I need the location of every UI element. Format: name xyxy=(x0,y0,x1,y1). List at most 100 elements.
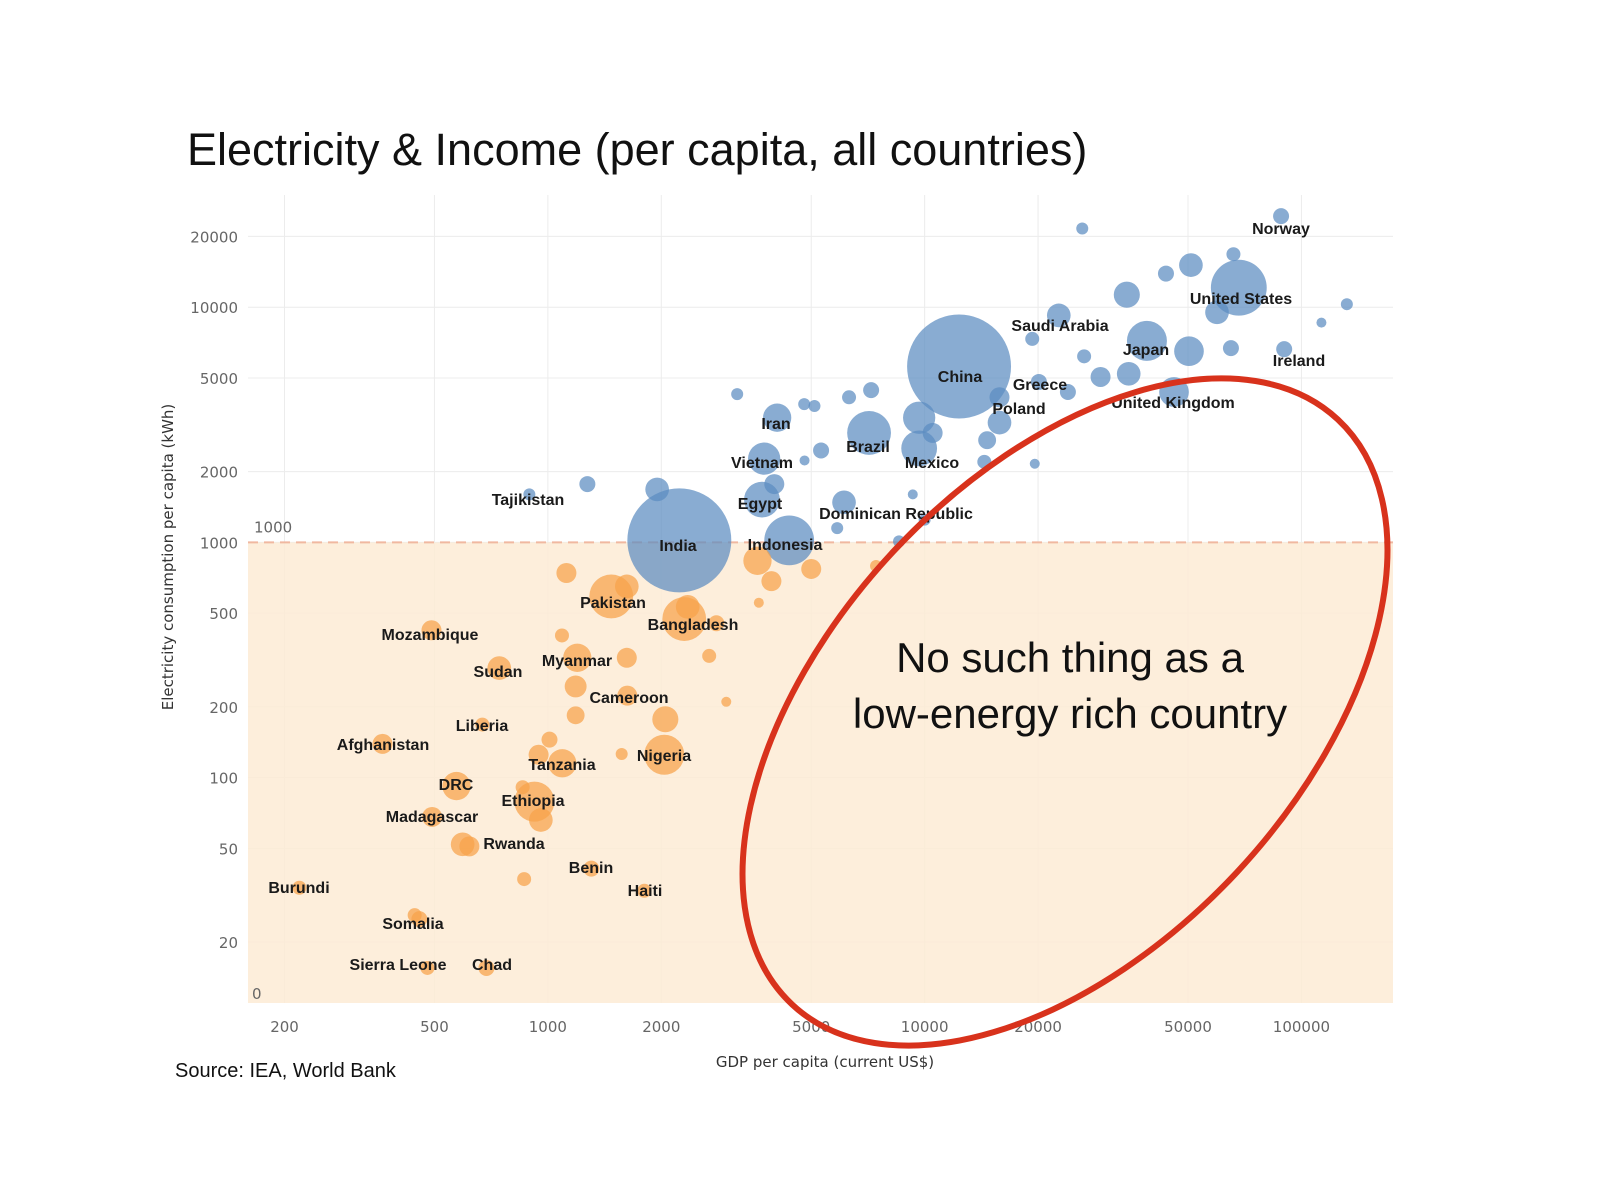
reference-line-label: 1000 xyxy=(254,518,292,536)
y-tick-label: 100 xyxy=(209,770,238,788)
country-label: Mexico xyxy=(905,455,959,472)
country-label: DRC xyxy=(439,777,474,794)
bubble-indonesia xyxy=(764,515,815,566)
bubble xyxy=(1029,458,1040,469)
country-label: Pakistan xyxy=(580,595,646,612)
bubble-greece xyxy=(1030,373,1047,390)
bubble xyxy=(579,476,596,493)
x-tick-label: 1000 xyxy=(529,1018,567,1036)
country-label: United Kingdom xyxy=(1111,395,1235,412)
x-tick-label: 200 xyxy=(270,1018,299,1036)
country-label: China xyxy=(938,369,983,386)
bubble xyxy=(614,574,639,599)
bubble-burundi xyxy=(292,880,307,895)
country-labels: India China United States Norway Ireland Japa… xyxy=(268,221,1325,974)
bubble-drc xyxy=(442,771,471,801)
bubble-mozambique xyxy=(421,620,442,641)
bubble xyxy=(813,442,830,459)
x-tick-label: 10000 xyxy=(901,1018,949,1036)
bubble xyxy=(987,410,1012,435)
bubble-chad xyxy=(478,959,495,976)
country-label: Tajikistan xyxy=(492,492,565,509)
bubble-dominican-republic xyxy=(832,490,856,515)
bubble xyxy=(761,571,782,592)
bubble-haiti xyxy=(637,883,652,898)
x-tick-label: 500 xyxy=(420,1018,449,1036)
bubble xyxy=(831,522,844,535)
bubble xyxy=(1226,247,1241,262)
bubble xyxy=(564,675,587,698)
country-label: Somalia xyxy=(382,916,443,933)
bubble xyxy=(1316,317,1327,328)
annotation-ellipse xyxy=(739,375,1391,1049)
country-label: Saudi Arabia xyxy=(1011,318,1108,335)
country-label: Haiti xyxy=(628,883,663,900)
bubbles xyxy=(292,208,1353,976)
bubble-poland xyxy=(989,387,1010,408)
country-label: Brazil xyxy=(846,439,890,456)
y-tick-label: 50 xyxy=(219,840,238,858)
bubble xyxy=(1205,300,1229,325)
bubble xyxy=(842,390,857,405)
bubble xyxy=(708,615,725,632)
annotation-line-2: low-energy rich country xyxy=(853,690,1287,737)
y-tick-label: 10000 xyxy=(190,299,238,317)
country-label: Japan xyxy=(1123,342,1169,359)
country-label: Greece xyxy=(1013,377,1067,394)
bubble xyxy=(721,696,732,707)
x-tick-label: 50000 xyxy=(1164,1018,1212,1036)
annotation-line-1: No such thing as a xyxy=(896,634,1245,681)
country-label: Sierra Leone xyxy=(350,957,447,974)
bubble-vietnam xyxy=(748,442,781,475)
country-label: Mozambique xyxy=(382,627,479,644)
bubble xyxy=(556,562,577,583)
chart-title: Electricity & Income (per capita, all co… xyxy=(187,124,1088,175)
bubble xyxy=(1174,336,1204,367)
country-label: Ethiopia xyxy=(501,793,564,810)
bubble xyxy=(652,706,679,733)
y-tick-label: 200 xyxy=(209,699,238,717)
bubble xyxy=(1157,265,1174,282)
bubble xyxy=(764,474,785,495)
below-threshold-shade xyxy=(248,542,1393,1003)
country-label: Rwanda xyxy=(483,836,544,853)
bubble xyxy=(798,398,811,411)
bubble-tanzania xyxy=(548,749,577,778)
bubble xyxy=(529,808,553,832)
country-label: Norway xyxy=(1252,221,1310,238)
bubble-iran xyxy=(763,403,792,432)
bubble xyxy=(616,647,637,668)
bubble xyxy=(515,780,530,795)
bubble-sierra-leone xyxy=(420,960,435,975)
bubble xyxy=(615,747,628,760)
bubble-afghanistan xyxy=(372,733,393,754)
bubble-brazil xyxy=(847,411,891,455)
bubble xyxy=(517,872,532,887)
bubble xyxy=(541,731,558,748)
bubble xyxy=(1090,366,1111,387)
y-tick-label: 5000 xyxy=(200,370,238,388)
y-tick-label: 500 xyxy=(209,605,238,623)
bubble xyxy=(743,546,772,575)
bubble-united-states xyxy=(1210,259,1267,316)
source-note: Source: IEA, World Bank xyxy=(175,1060,396,1082)
bubble-myanmar xyxy=(563,643,592,672)
bubble-ireland xyxy=(1276,341,1293,358)
y-tick-label: 20000 xyxy=(190,228,238,246)
y-axis-label: Electricity consumption per capita (kWh) xyxy=(159,404,177,711)
bubble-cameroon xyxy=(617,685,638,706)
bubble xyxy=(1222,340,1239,357)
bubble xyxy=(566,706,585,725)
bubble xyxy=(1025,331,1040,346)
bubble xyxy=(1113,281,1140,308)
country-label: Poland xyxy=(992,401,1045,418)
bubble-tajikistan xyxy=(523,488,536,501)
x-axis-label: GDP per capita (current US$) xyxy=(716,1053,934,1071)
country-label: Tanzania xyxy=(528,757,595,774)
x-tick-label: 100000 xyxy=(1273,1018,1330,1036)
bubble xyxy=(1076,222,1089,235)
bubble xyxy=(753,597,764,608)
bubble-japan xyxy=(1126,320,1167,361)
bubble xyxy=(407,908,422,923)
bubble xyxy=(907,489,918,500)
